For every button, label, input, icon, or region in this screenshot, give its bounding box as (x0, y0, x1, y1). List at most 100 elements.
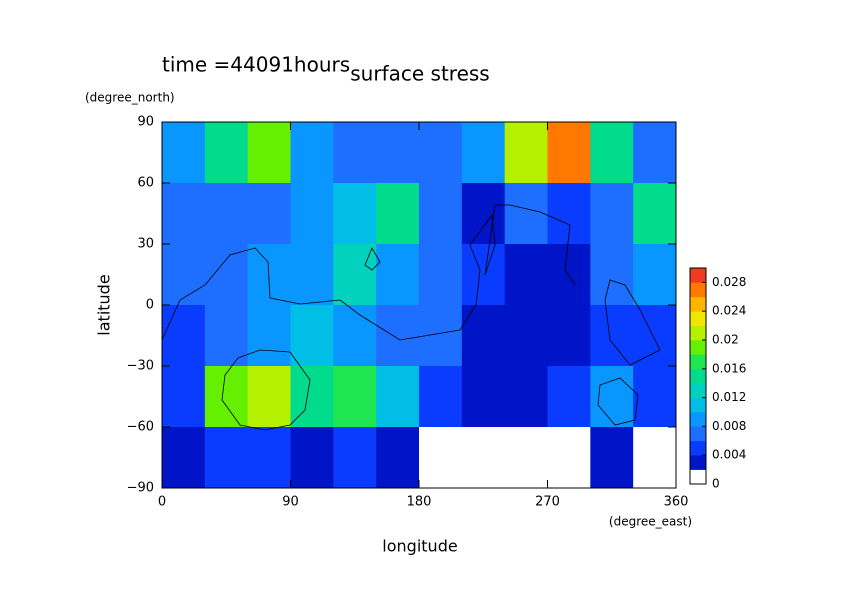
coastline (221, 349, 311, 431)
field-cell (290, 427, 334, 489)
colorbar-swatch (690, 325, 706, 341)
colorbar-swatch (690, 412, 706, 427)
field-cell (633, 366, 677, 428)
colorbar-swatch (690, 311, 706, 326)
field-cell (419, 244, 463, 306)
field-cell (376, 427, 420, 489)
field-cell (290, 122, 334, 184)
field-cell (204, 305, 249, 367)
field-cell (504, 183, 548, 245)
colorbar-tick-label: 0.008 (712, 419, 746, 433)
colorbar-swatch (690, 397, 706, 413)
colorbar-swatch (690, 296, 706, 312)
colorbar-tick-label: 0 (712, 477, 720, 491)
colorbar-swatch (690, 426, 706, 442)
colorbar-tick-label: 0.012 (712, 390, 746, 404)
coastline (364, 247, 381, 271)
field-cell (247, 122, 291, 184)
field-cell (247, 305, 291, 367)
field-cell (461, 427, 506, 489)
colorbar-tick-label: 0.028 (712, 275, 746, 289)
x-unit: (degree_east) (609, 515, 692, 529)
x-tick-label: 90 (282, 495, 299, 510)
field-cell (247, 366, 291, 428)
field-cell (333, 366, 377, 428)
field-cell (547, 305, 591, 367)
field-cell (633, 244, 677, 306)
coastline (161, 204, 576, 341)
field-cell (333, 427, 377, 489)
coastlines (161, 204, 661, 431)
colorbar-frame (689, 267, 707, 485)
y-tick-label: 90 (137, 115, 154, 130)
y-tick-label: −30 (127, 359, 154, 374)
colorbar-swatch (690, 282, 706, 298)
field-cell (547, 122, 591, 184)
field-cell (247, 427, 291, 489)
field-cell (419, 366, 463, 428)
colorbar-swatch (690, 354, 706, 370)
field-cell (204, 183, 249, 245)
x-tick-label: 180 (407, 495, 432, 510)
field-cell (204, 366, 249, 428)
colorbar-swatch (690, 340, 706, 355)
x-axis-label: longitude (382, 537, 457, 556)
coastline (604, 279, 661, 366)
field-cell (590, 183, 634, 245)
field-cell (461, 305, 506, 367)
y-tick-label: 30 (137, 237, 154, 252)
colorbar-swatch (690, 440, 706, 456)
field-cell (162, 427, 206, 489)
y-tick-label: 0 (146, 298, 154, 313)
field-cell (633, 427, 677, 489)
field-cell (590, 366, 634, 428)
field-cell (290, 244, 334, 306)
field-cell (376, 122, 420, 184)
chart-title: surface stress (350, 62, 489, 86)
coastline (597, 377, 639, 426)
field-cell (376, 366, 420, 428)
field-cell (333, 122, 377, 184)
field-cell (547, 244, 591, 306)
field-cell (590, 122, 634, 184)
field-cell (547, 366, 591, 428)
field-cell (247, 244, 291, 306)
field-cell (461, 183, 506, 245)
field-cell (633, 305, 677, 367)
field-cell (204, 122, 249, 184)
x-tick-label: 270 (535, 495, 560, 510)
field-cell (590, 244, 634, 306)
field-cell (633, 183, 677, 245)
field-cell (247, 183, 291, 245)
colorbar-swatch (690, 455, 706, 470)
field-cell (376, 183, 420, 245)
field-cell (290, 183, 334, 245)
field-cell (162, 244, 206, 306)
y-tick-label: 60 (137, 176, 154, 191)
field-cell (162, 122, 206, 184)
field-cell (504, 122, 548, 184)
colorbar-tick-label: 0.024 (712, 304, 746, 318)
field-cell (376, 305, 420, 367)
colorbar-swatch (690, 368, 706, 384)
field-cell (633, 122, 677, 184)
colorbar-tick-label: 0.004 (712, 448, 746, 462)
colorbar-swatch (690, 383, 706, 398)
y-tick-label: −90 (127, 481, 154, 496)
field-cell (590, 427, 634, 489)
field-cell (333, 305, 377, 367)
x-tick-label: 360 (664, 495, 689, 510)
field-cell (419, 122, 463, 184)
field-cell (461, 366, 506, 428)
field-cell (419, 427, 463, 489)
field-cell (204, 427, 249, 489)
y-axis-label: latitude (95, 274, 114, 335)
field-cell (504, 244, 548, 306)
y-tick-label: −60 (127, 420, 154, 435)
field-cell (333, 183, 377, 245)
field-cell (290, 305, 334, 367)
field-cell (376, 244, 420, 306)
field-cell (547, 427, 591, 489)
